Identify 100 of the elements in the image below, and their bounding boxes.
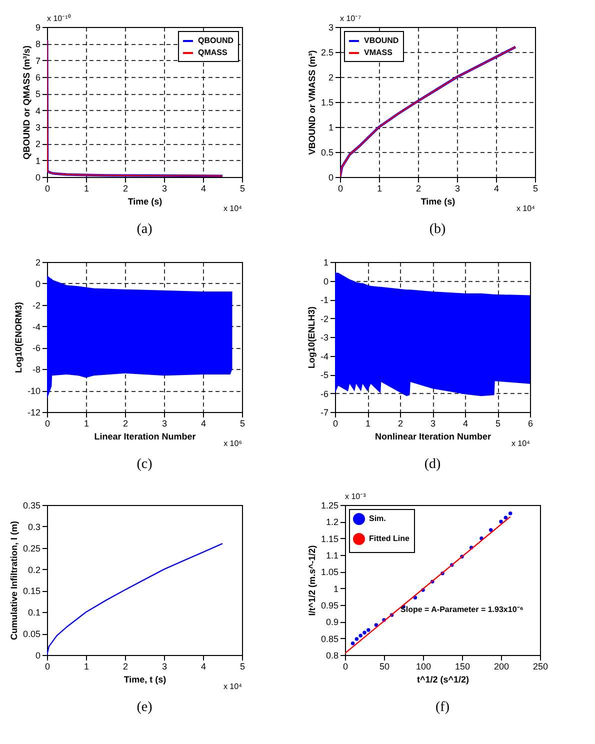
y-tick-label: -4	[32, 322, 40, 332]
y-tick-label: 1.1	[326, 550, 338, 560]
text: (f)	[436, 700, 450, 715]
y-tick-label: 0	[35, 650, 40, 660]
x-tick-label: 0	[44, 184, 50, 194]
y-axis-title: Cumulative Infiltration, I (m)	[8, 520, 19, 640]
y-tick-label: 0.3	[28, 522, 40, 532]
y-tick-label: 0	[35, 278, 40, 289]
y-tick-label: -2	[320, 314, 328, 324]
text: x 10⁴	[516, 204, 536, 213]
x-tick-label: 1	[365, 418, 371, 428]
y-tick-label: 3	[328, 22, 334, 32]
x-tick-label: 4	[200, 184, 206, 194]
legend-label: VMASS	[364, 48, 394, 57]
y-tick-label: -12	[27, 408, 40, 418]
x-tick-label: 4	[200, 662, 206, 672]
text: (e)	[136, 700, 153, 715]
x-tick-label: 4	[462, 418, 468, 428]
y-tick-label: 0.9	[326, 617, 338, 628]
x-axis-title: Time (s)	[128, 196, 162, 206]
y-axis-title: Log10(ENLH3)	[306, 306, 316, 369]
y-tick-label: 0.1	[28, 608, 40, 618]
y-tick-label: -2	[32, 300, 40, 310]
x-tick-label: 200	[494, 662, 510, 672]
x-tick-label: 2	[122, 184, 128, 194]
text: x 10⁻³	[345, 492, 366, 501]
y-tick-label: 2.5	[320, 48, 334, 58]
x-tick-label: 4	[200, 418, 206, 428]
y-tick-label: -6	[32, 343, 40, 354]
x-tick-label: 5	[240, 418, 246, 428]
x-tick-label: 6	[528, 418, 534, 428]
y-tick-label: 5	[35, 89, 40, 100]
x-tick-label: 0	[342, 662, 348, 672]
text: x 10⁴	[511, 439, 531, 448]
legend-label: Sim.	[369, 514, 386, 523]
y-axis-title: I/t^1/2 (m.s^-1/2)	[306, 545, 317, 616]
x-tick-label: 5	[532, 184, 538, 194]
x-tick-label: 100	[416, 662, 432, 672]
legend-label: Fitted Line	[369, 534, 410, 543]
text: (d)	[424, 457, 441, 472]
y-tick-label: 4	[35, 106, 40, 116]
y-tick-label: 0	[323, 276, 328, 286]
y-tick-label: -6	[320, 388, 328, 399]
y-tick-label: 0	[328, 172, 334, 182]
y-tick-label: 1	[328, 122, 334, 132]
y-tick-label: 1.15	[320, 534, 338, 544]
y-tick-label: -5	[320, 370, 328, 380]
x-tick-label: 4	[494, 184, 500, 194]
text: x 10⁴	[223, 682, 243, 691]
y-tick-label: -7	[320, 408, 328, 418]
y-tick-label: 2	[328, 72, 334, 82]
y-tick-label: 1.05	[320, 567, 338, 578]
y-tick-label: 2	[35, 139, 40, 150]
x-axis-title: t^1/2 (s^1/2)	[416, 674, 470, 684]
x-tick-label: 2	[122, 662, 128, 672]
x-tick-label: 3	[162, 184, 168, 194]
y-tick-label: 0.35	[22, 500, 40, 510]
x-tick-label: 0	[44, 418, 50, 428]
x-tick-label: 0	[44, 662, 50, 672]
x-tick-label: 3	[162, 418, 168, 428]
x-tick-label: 1	[84, 418, 90, 428]
text: (c)	[136, 457, 153, 472]
x-tick-label: 5	[240, 662, 246, 672]
y-axis-title: QBOUND or QMASS (m³/s)	[21, 45, 32, 160]
x-axis-title: Time, t (s)	[124, 674, 166, 684]
y-tick-label: 0.05	[22, 629, 40, 640]
text: x 10⁴	[223, 204, 243, 213]
y-tick-label: -8	[32, 364, 40, 375]
x-tick-label: 2	[416, 184, 422, 194]
y-tick-label: 2	[35, 258, 40, 268]
y-tick-label: -10	[27, 386, 40, 396]
text: (a)	[136, 222, 153, 237]
text: (b)	[429, 222, 446, 237]
annotation: Slope = A-Parameter = 1.93x10⁻⁶	[400, 605, 524, 614]
y-tick-label: 0.5	[320, 148, 334, 158]
legend-label: QMASS	[198, 48, 228, 57]
x-tick-label: 3	[454, 184, 460, 194]
legend-label: QBOUND	[198, 36, 234, 45]
x-axis-title: Nonlinear Iteration Number	[374, 432, 492, 442]
y-tick-label: 1.25	[320, 500, 338, 510]
y-tick-label: 1	[323, 258, 328, 268]
y-tick-label: 1.5	[320, 98, 334, 108]
y-tick-label: 1	[35, 156, 40, 166]
text: x 10⁻¹⁰	[47, 14, 71, 23]
x-tick-label: 2	[122, 418, 128, 428]
y-tick-label: -1	[320, 295, 328, 305]
x-tick-label: 5	[240, 184, 246, 194]
y-tick-label: -4	[320, 351, 328, 362]
x-tick-label: 3	[430, 418, 436, 428]
y-tick-label: 7	[35, 56, 40, 66]
text: x 10⁶	[224, 439, 242, 448]
y-tick-label: -3	[320, 332, 328, 342]
x-axis-title: Time (s)	[420, 196, 456, 206]
y-axis-title: Log10(ENORM3)	[13, 302, 24, 374]
y-tick-label: 0.95	[320, 600, 338, 610]
y-tick-label: 1.2	[326, 517, 338, 528]
x-tick-label: 1	[376, 184, 382, 194]
x-tick-label: 5	[495, 418, 501, 428]
y-tick-label: 0.15	[22, 586, 40, 596]
x-tick-label: 50	[379, 662, 390, 672]
